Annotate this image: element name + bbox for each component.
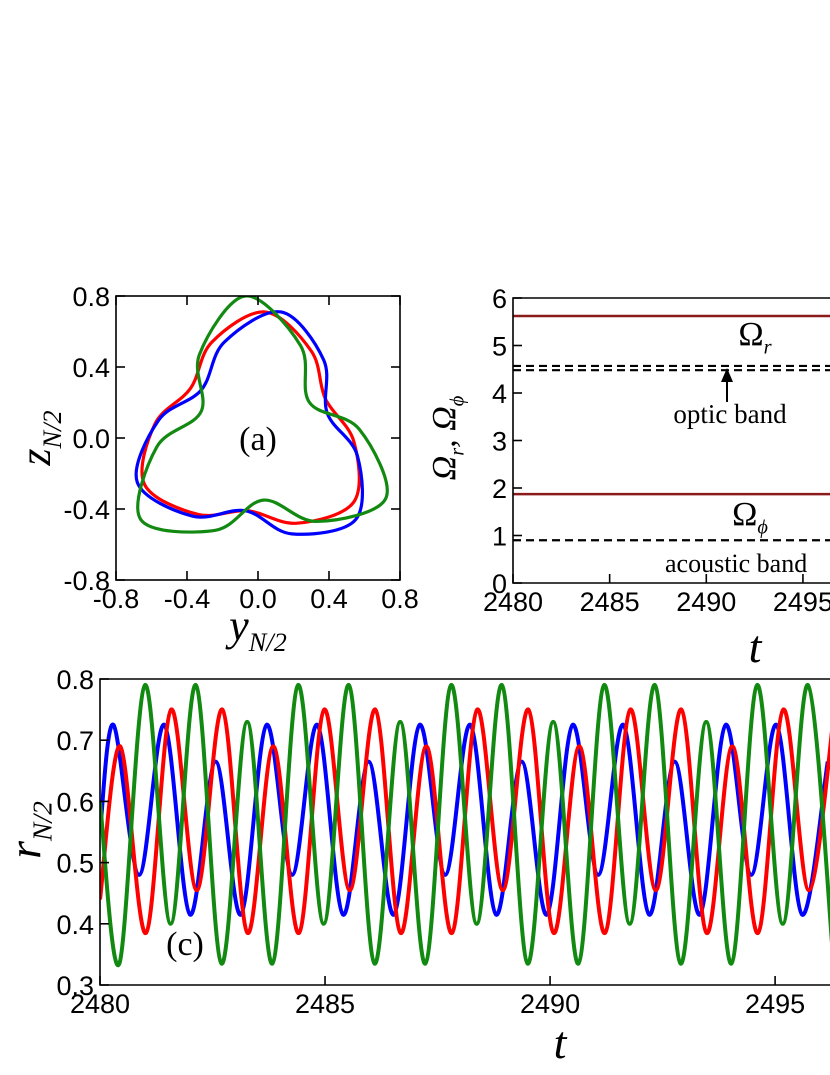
y-tick-label: 2 [492,474,507,504]
axis-label: zN/2 [11,410,67,466]
y-tick-label: 0.8 [56,665,94,695]
plot-area [100,683,830,968]
x-tick-label: -0.8 [93,584,140,614]
label-subscript: N/2 [248,627,287,657]
y-tick-label: -0.8 [63,566,110,596]
curve [136,296,389,534]
x-tick-label: 0.8 [381,584,419,614]
x-tick-label: 2495 [773,587,830,617]
y-tick-label: 0.3 [56,971,94,1001]
x-tick-label: -0.4 [164,584,211,614]
label-base: Ω [732,496,757,533]
y-tick-label: 0.4 [72,353,110,383]
axis-label: Ωr, Ωϕ [426,395,469,480]
y-tick-label: 3 [492,427,507,457]
x-tick-label: 2485 [295,989,355,1019]
y-tick-label: 4 [492,379,507,409]
curve [100,683,830,968]
x-tick-label: 2480 [483,587,543,617]
x-tick-label: 2480 [70,989,130,1019]
y-tick-label: 0.6 [56,787,94,817]
annotation: acoustic band [665,549,807,578]
y-tick-label: 0.7 [56,726,94,756]
y-tick-label: 0.8 [72,282,110,312]
annotation: optic band [673,399,787,429]
axis-label: yN/2 [225,601,287,657]
label-subscript: ϕ [447,395,469,406]
x-tick-label: 0.4 [310,584,348,614]
label-base: Ω [738,316,763,353]
label-base: t [749,621,763,672]
x-tick-label: 2485 [580,587,640,617]
label-subscript: r [447,448,469,456]
y-tick-label: -0.4 [63,495,110,525]
x-tick-label: 2490 [520,989,580,1019]
curve [140,310,361,525]
axis-label: rN/2 [0,801,58,859]
plot-frame [99,678,830,986]
annotation: Ωr [738,316,771,359]
label-base: z [11,449,60,467]
y-tick-label: 0.0 [72,424,110,454]
plot-area [134,296,389,536]
axis-label: t [749,621,763,672]
label-base: r [0,840,50,859]
label-subscript: N/2 [27,801,58,842]
y-tick-label: 6 [492,284,507,314]
label-subscript: r [764,337,772,359]
label-base: , Ω [426,406,463,448]
label-subscript: ϕ [757,517,768,539]
annotation: Ωϕ [732,496,768,539]
label-base: y [225,601,249,650]
y-tick-label: 0.5 [56,849,94,879]
y-tick-label: 0.4 [56,910,94,940]
plot-area [513,314,830,542]
axis-label: t [554,1017,568,1068]
y-tick-label: 0 [492,569,507,599]
x-tick-label: 0.0 [239,584,277,614]
x-tick-label: 2490 [676,587,736,617]
label-base: t [554,1017,568,1068]
label-base: Ω [426,456,463,481]
annotation: (a) [239,421,277,458]
x-tick-label: 2495 [745,989,805,1019]
annotation: (c) [166,926,204,963]
y-tick-label: 1 [492,522,507,552]
label-subscript: N/2 [37,410,67,449]
arrow-head [721,368,733,382]
y-tick-label: 5 [492,332,507,362]
